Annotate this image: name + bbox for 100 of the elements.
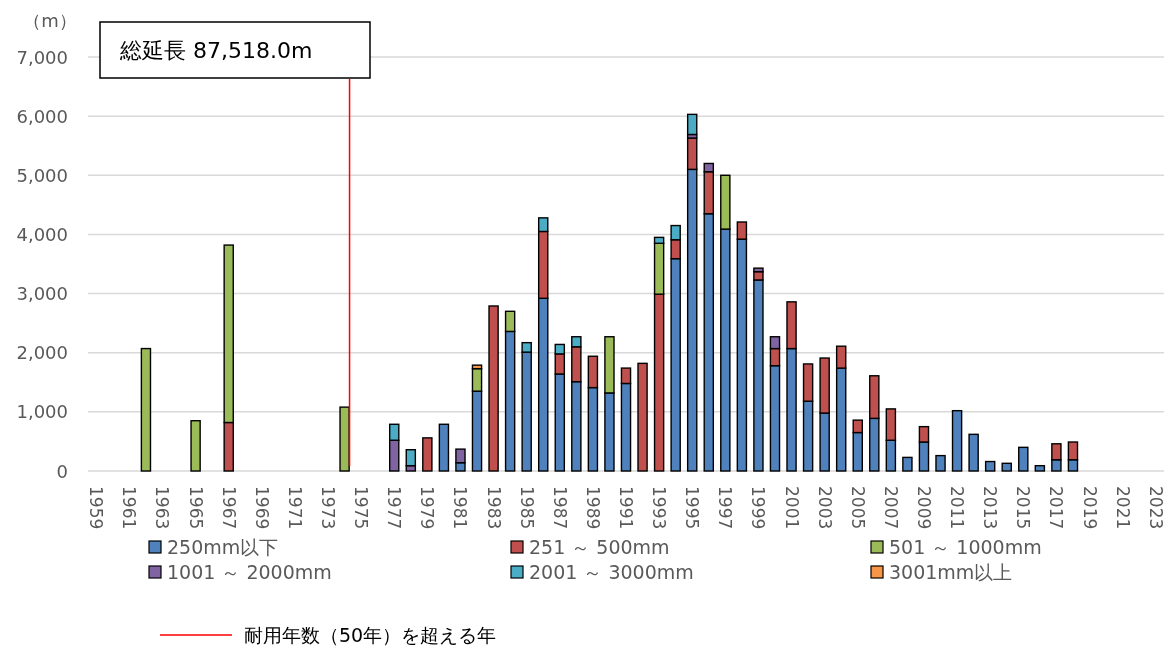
bar <box>1018 446 1029 472</box>
bar <box>852 431 864 472</box>
x-tick-label: 1993 <box>649 486 670 530</box>
bar <box>223 244 234 424</box>
y-tick-label: 4,000 <box>16 223 68 245</box>
bar <box>140 347 152 472</box>
x-tick-label: 1967 <box>218 486 239 530</box>
bar <box>587 386 599 472</box>
bar <box>885 439 897 472</box>
bar <box>769 336 781 350</box>
x-tick-label: 1999 <box>748 486 769 530</box>
bar <box>686 137 698 171</box>
bar <box>604 336 615 394</box>
x-tick-label: 2013 <box>980 486 1001 530</box>
bar <box>438 423 450 472</box>
bar <box>637 362 648 472</box>
y-tick-label: 6,000 <box>16 105 68 127</box>
y-tick-label: 3,000 <box>16 283 68 305</box>
bar <box>537 217 549 233</box>
y-tick-label: 2,000 <box>16 342 68 364</box>
bar <box>422 437 433 472</box>
bar <box>504 330 516 472</box>
x-tick-label: 2015 <box>1013 486 1034 530</box>
bar <box>587 355 599 389</box>
x-tick-label: 1983 <box>483 486 504 530</box>
bar <box>620 367 632 385</box>
bar <box>537 297 549 472</box>
bar <box>1051 443 1062 461</box>
x-tick-label: 1971 <box>284 486 305 530</box>
bar <box>1051 459 1062 472</box>
bar <box>918 441 930 472</box>
bar <box>703 171 715 215</box>
bar <box>620 382 632 472</box>
bar <box>984 460 996 472</box>
bar <box>885 408 897 441</box>
x-tick-label: 1961 <box>119 486 140 530</box>
bar <box>339 406 350 472</box>
x-tick-label: 1989 <box>582 486 603 530</box>
annotation0: 総延長 87,518.0m <box>99 21 371 79</box>
bar <box>653 236 665 244</box>
bar <box>455 448 466 464</box>
x-tick-label: 1973 <box>318 486 339 530</box>
x-tick-label: 2007 <box>880 486 901 530</box>
bar <box>571 380 582 472</box>
bar <box>736 221 748 240</box>
bar <box>388 439 400 472</box>
bar <box>736 238 748 472</box>
x-tick-label: 2001 <box>781 486 802 530</box>
y-tick-label: 7,000 <box>16 46 68 68</box>
bar <box>902 456 913 472</box>
bar <box>703 213 715 472</box>
bar <box>753 270 764 281</box>
bar <box>471 390 483 472</box>
x-tick-label: 1991 <box>616 486 636 530</box>
bar <box>686 113 698 136</box>
bar <box>571 336 582 348</box>
bar <box>488 305 499 472</box>
bar <box>571 346 582 383</box>
x-tick-label: 2023 <box>1145 486 1166 530</box>
bar <box>951 409 963 472</box>
x-tick-label: 1985 <box>516 486 537 530</box>
bar <box>388 423 400 441</box>
x-tick-label: 2019 <box>1079 486 1100 530</box>
x-tick-label: 2009 <box>913 486 934 530</box>
x-tick-label: 1963 <box>152 486 173 530</box>
bar <box>720 174 731 230</box>
x-tick-label: 1975 <box>351 486 372 530</box>
bar <box>835 345 847 369</box>
bar <box>835 367 847 472</box>
annotation: 総延長 87,518.0m <box>119 37 313 63</box>
x-tick-label: 2003 <box>814 486 835 530</box>
bar <box>686 168 698 472</box>
bar <box>968 433 979 472</box>
bar <box>720 228 731 472</box>
bar <box>703 162 715 173</box>
legend-label: 耐用年数（50年）を超える年 <box>244 624 497 646</box>
bar <box>653 293 665 472</box>
y-axis-title: （m） <box>23 9 77 31</box>
x-tick-label: 2005 <box>847 486 868 530</box>
bar <box>521 341 532 353</box>
bar <box>869 417 880 472</box>
bar <box>786 301 797 350</box>
x-tick-label: 1987 <box>549 486 570 530</box>
bar <box>653 242 665 295</box>
bar <box>869 375 880 420</box>
bar <box>405 449 417 467</box>
bar <box>604 392 615 472</box>
x-tick-label: 1997 <box>715 486 736 530</box>
bar <box>819 357 830 414</box>
bar <box>786 347 797 472</box>
bar <box>918 425 930 443</box>
bar <box>537 230 549 299</box>
y-tick-label: 1,000 <box>16 401 68 423</box>
bar <box>670 224 681 241</box>
bar <box>670 239 681 260</box>
bar <box>554 373 566 472</box>
x-tick-label: 2017 <box>1046 486 1067 530</box>
y-tick-label: 0 <box>56 460 68 482</box>
bar <box>802 400 814 472</box>
bar <box>935 454 946 472</box>
